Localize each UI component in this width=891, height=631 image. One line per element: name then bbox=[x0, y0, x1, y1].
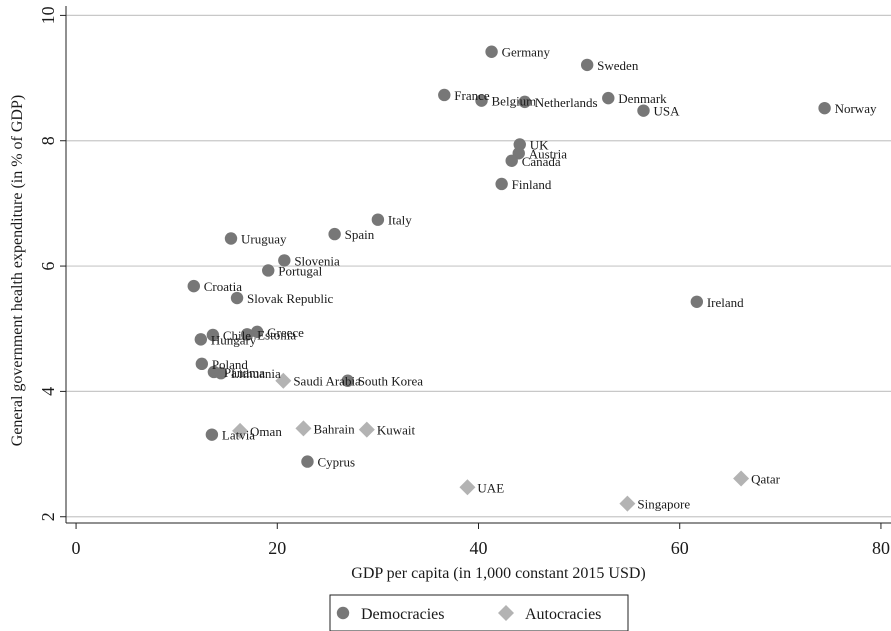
autocracies-point bbox=[295, 420, 312, 437]
democracies-point bbox=[637, 104, 650, 117]
point-label: Singapore bbox=[637, 497, 690, 512]
axes bbox=[60, 6, 891, 529]
democracies-point bbox=[262, 264, 275, 277]
point-label: Lithuania bbox=[231, 366, 281, 381]
point-label: Oman bbox=[250, 424, 282, 439]
data-points bbox=[187, 45, 831, 512]
tick-labels: 2 4 6 8 10 0 20 40 60 80 bbox=[38, 6, 890, 558]
point-label: Kuwait bbox=[377, 423, 416, 438]
democracies-point bbox=[518, 95, 531, 109]
point-label: Austria bbox=[529, 146, 568, 161]
democracies-point bbox=[505, 154, 518, 167]
democracies-point bbox=[187, 279, 200, 293]
legend: Democracies Autocracies bbox=[329, 594, 629, 631]
point-label: Poland bbox=[212, 357, 249, 372]
democracies-point bbox=[214, 367, 228, 380]
point-label: Ireland bbox=[707, 295, 744, 310]
point-label: South Korea bbox=[358, 374, 424, 389]
point-label: Belgium bbox=[492, 94, 537, 109]
democracies-point bbox=[194, 333, 208, 346]
autocracies-point bbox=[733, 470, 750, 487]
democracies-point bbox=[341, 374, 354, 387]
point-label: UAE bbox=[477, 480, 504, 495]
x-tick-label: 60 bbox=[671, 538, 689, 558]
y-tick-label: 10 bbox=[38, 6, 58, 24]
democracies-point bbox=[205, 428, 219, 441]
democracies-point bbox=[602, 91, 615, 105]
x-axis-title: GDP per capita (in 1,000 constant 2015 U… bbox=[351, 565, 645, 582]
point-label: Spain bbox=[345, 227, 375, 242]
democracies-point bbox=[250, 325, 264, 339]
autocracies-point bbox=[275, 372, 292, 389]
point-label: Uruguay bbox=[241, 231, 287, 246]
point-label: Slovak Republic bbox=[247, 291, 334, 306]
legend-label: Autocracies bbox=[525, 606, 601, 623]
point-label: Estonia bbox=[257, 327, 296, 342]
democracies-point bbox=[438, 88, 451, 102]
democracies-point bbox=[371, 213, 385, 226]
point-label: Canada bbox=[522, 154, 561, 169]
point-label: USA bbox=[654, 104, 681, 119]
point-label: Netherlands bbox=[535, 95, 598, 110]
gridlines bbox=[66, 14, 891, 518]
democracies-point bbox=[328, 227, 341, 241]
democracies-point bbox=[485, 45, 498, 58]
point-label: Denmark bbox=[618, 91, 667, 106]
x-tick-label: 0 bbox=[72, 538, 81, 558]
democracies-point bbox=[301, 455, 314, 468]
point-label: Finland bbox=[512, 177, 552, 192]
x-tick-label: 20 bbox=[268, 538, 286, 558]
democracies-point bbox=[230, 291, 244, 305]
democracies-point bbox=[818, 101, 831, 115]
democracies-point bbox=[495, 177, 508, 191]
y-tick-label: 6 bbox=[38, 262, 58, 271]
legend-label: Democracies bbox=[361, 606, 445, 623]
democracies-point bbox=[195, 357, 209, 371]
point-label: Slovenia bbox=[294, 253, 340, 268]
point-label: Croatia bbox=[204, 279, 242, 294]
x-tick-label: 80 bbox=[872, 538, 890, 558]
y-tick-label: 8 bbox=[38, 136, 58, 145]
autocracies-point bbox=[358, 421, 375, 438]
y-axis-title: General government health expenditure (i… bbox=[9, 95, 26, 446]
democracies-legend-marker bbox=[336, 606, 350, 620]
autocracies-point bbox=[232, 422, 249, 439]
point-label: Hungary bbox=[211, 332, 257, 347]
legend-box bbox=[329, 594, 629, 631]
democracies-point bbox=[690, 295, 704, 308]
democracies-point bbox=[224, 232, 238, 245]
x-tick-label: 40 bbox=[470, 538, 488, 558]
point-label: Panama bbox=[224, 365, 265, 380]
point-label: Chile bbox=[223, 328, 251, 343]
point-label: France bbox=[454, 88, 490, 103]
democracies-point bbox=[475, 94, 488, 107]
democracies-point bbox=[206, 328, 220, 342]
point-label: Bahrain bbox=[313, 421, 355, 436]
point-label: Portugal bbox=[278, 263, 322, 278]
democracies-point bbox=[580, 58, 594, 72]
autocracies-point bbox=[619, 495, 636, 512]
point-label: Qatar bbox=[751, 472, 781, 487]
point-label: UK bbox=[530, 137, 549, 152]
autocracies-point bbox=[459, 479, 476, 496]
point-label: Norway bbox=[835, 101, 877, 116]
point-label: Saudi Arabia bbox=[293, 374, 361, 389]
point-label: Sweden bbox=[597, 58, 639, 73]
democracies-point bbox=[240, 328, 254, 341]
point-label: Latvia bbox=[222, 428, 255, 443]
point-label: Cyprus bbox=[317, 455, 355, 470]
point-label: Greece bbox=[267, 325, 304, 340]
y-tick-label: 4 bbox=[38, 387, 58, 396]
point-label: Germany bbox=[502, 45, 551, 60]
autocracies-legend-marker bbox=[498, 605, 514, 621]
democracies-point bbox=[278, 254, 291, 267]
point-label: Italy bbox=[388, 213, 412, 228]
y-tick-label: 2 bbox=[38, 512, 58, 521]
